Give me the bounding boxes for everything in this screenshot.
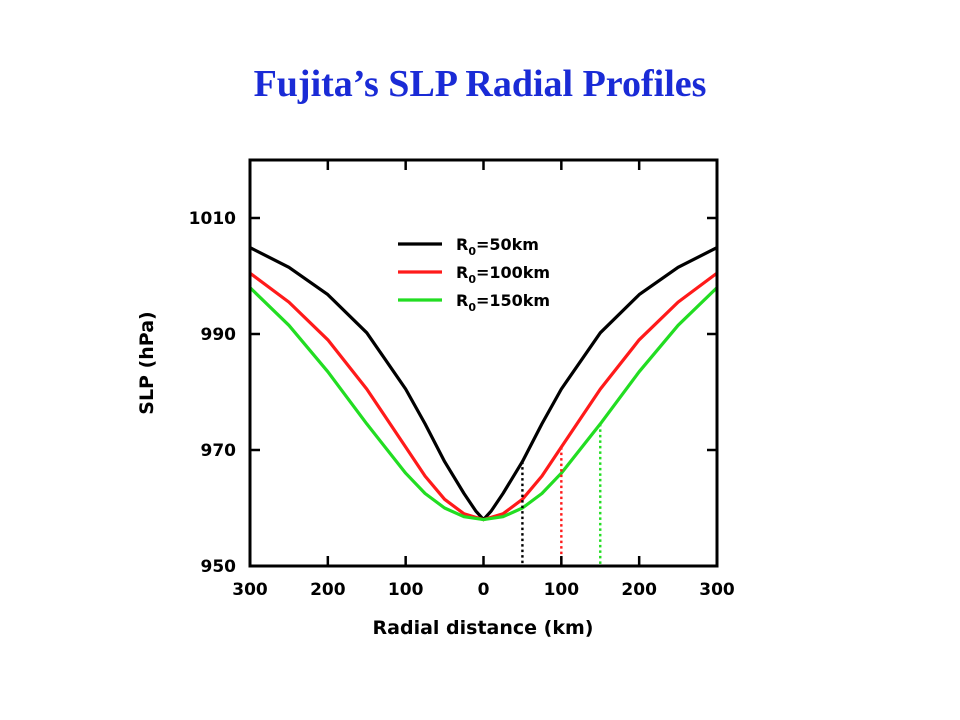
y-tick-label: 970 — [201, 441, 237, 461]
legend-label-2: R0=150km — [456, 291, 550, 314]
y-tick-label: 990 — [201, 325, 237, 345]
x-tick-label: 300 — [699, 580, 735, 600]
x-tick-label: 200 — [310, 580, 346, 600]
y-axis-label: SLP (hPa) — [136, 311, 158, 414]
x-tick-label: 200 — [621, 580, 657, 600]
y-tick-label: 1010 — [189, 209, 236, 229]
plot-layer — [248, 246, 719, 566]
series-line-1 — [249, 271, 718, 522]
series-line-2 — [248, 286, 719, 522]
x-axis-label: Radial distance (km) — [373, 617, 594, 639]
x-tick-label: 300 — [232, 580, 268, 600]
legend-label-1: R0=100km — [456, 263, 550, 286]
x-tick-label: 100 — [544, 580, 580, 600]
ticks-layer: 950 970 990 1010 300 200 100 0 100 200 300 — [189, 160, 735, 600]
x-tick-label: 100 — [388, 580, 424, 600]
y-tick-label: 950 — [201, 557, 237, 577]
series-line-0 — [249, 246, 718, 522]
x-tick-label: 0 — [478, 580, 490, 600]
slide-title: Fujita’s SLP Radial Profiles — [253, 63, 707, 105]
legend-label-0: R0=50km — [456, 235, 539, 258]
legend: R0=50km R0=100km R0=150km — [398, 235, 550, 314]
